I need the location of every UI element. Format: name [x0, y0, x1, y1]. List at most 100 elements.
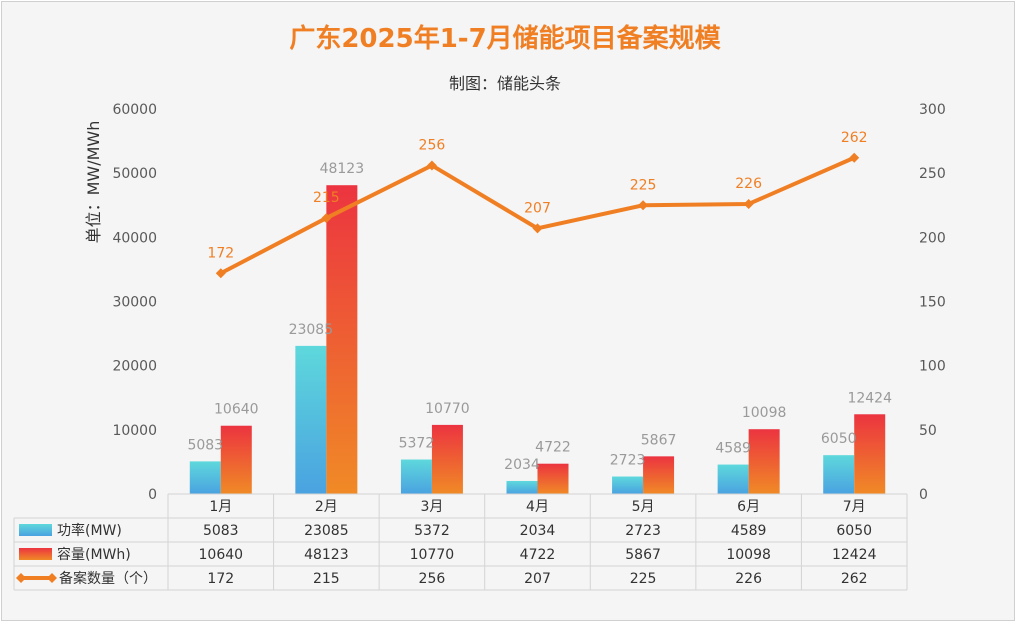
legend-key-power: [19, 524, 52, 536]
line-series-group: 172 215 256 207 225 226 262: [207, 130, 868, 279]
bar-capacity-label: 5867: [641, 432, 677, 448]
table-cell: 5867: [625, 547, 661, 563]
chart-title: 广东2025年1-7月储能项目备案规模: [289, 23, 721, 54]
bar-power: [612, 476, 644, 494]
table-cell: 10770: [410, 547, 455, 563]
table-cell: 226: [735, 571, 762, 587]
table-cell: 23085: [304, 523, 349, 539]
table-cell: 4589: [731, 523, 767, 539]
line-point-label: 256: [419, 137, 446, 153]
y2-tick-label: 300: [919, 102, 946, 118]
bar-power-label: 23085: [289, 322, 334, 338]
table-cell: 4722: [520, 547, 556, 563]
bar-capacity-label: 12424: [847, 390, 892, 406]
y-tick-label: 20000: [112, 359, 157, 375]
chart-subtitle: 制图：储能头条: [449, 74, 561, 93]
table-cell: 262: [841, 571, 868, 587]
y-tick-label: 30000: [112, 295, 157, 311]
x-tick-label: 2月: [315, 499, 338, 515]
table-cell: 207: [524, 571, 551, 587]
legend-label-power: 功率(MW): [57, 522, 122, 539]
table-cell: 225: [630, 571, 657, 587]
table-cell: 10098: [726, 547, 771, 563]
legend-key-line-marker: [47, 573, 57, 583]
line-point-label: 225: [630, 177, 657, 193]
bar-power: [400, 459, 432, 494]
bar-power-label: 2034: [504, 457, 540, 473]
table-cell: 5372: [414, 523, 450, 539]
bar-capacity: [854, 414, 886, 494]
table-cell: 172: [207, 571, 234, 587]
bars-group: [168, 185, 907, 495]
line-point-label: 226: [735, 176, 762, 192]
y-tick-label: 40000: [112, 230, 157, 246]
bar-power: [189, 461, 221, 494]
table-cell: 215: [313, 571, 340, 587]
bar-capacity: [220, 425, 252, 494]
bar-power-label: 6050: [821, 431, 857, 447]
x-tick-label: 4月: [526, 499, 549, 515]
table-cell: 12424: [832, 547, 877, 563]
y-tick-label: 0: [148, 487, 157, 503]
bar-capacity-label: 10640: [214, 402, 259, 418]
legend-key-capacity: [19, 548, 52, 560]
y-axis-label: 单位：MW/MWh: [84, 121, 103, 244]
bar-capacity: [431, 424, 463, 494]
bar-capacity-label: 48123: [320, 161, 365, 177]
legend-key-line-marker: [16, 573, 26, 583]
x-tick-label: 1月: [209, 499, 232, 515]
y-axis-ticks: 0 10000 20000 30000 40000 50000 60000: [112, 102, 157, 503]
table-cell: 48123: [304, 547, 349, 563]
table-cell: 2034: [520, 523, 556, 539]
line-point: [849, 152, 860, 163]
x-tick-label: 5月: [632, 499, 655, 515]
line-point: [321, 213, 332, 224]
y-tick-label: 10000: [112, 423, 157, 439]
line-point: [532, 223, 543, 234]
bar-power: [295, 345, 327, 494]
line-point: [638, 200, 649, 211]
bar-power-label: 5372: [399, 436, 435, 452]
bar-capacity-label: 10098: [742, 405, 787, 421]
bar-capacity: [643, 456, 675, 494]
line-point: [215, 268, 226, 279]
y2-tick-label: 150: [919, 295, 946, 311]
y2-tick-label: 250: [919, 166, 946, 182]
bar-power-label: 5083: [187, 437, 223, 453]
bar-capacity-label: 4722: [535, 440, 571, 456]
y2-tick-label: 0: [919, 487, 928, 503]
line-point-label: 215: [313, 190, 340, 206]
y-tick-label: 50000: [112, 166, 157, 182]
y2-tick-label: 200: [919, 230, 946, 246]
bar-power-label: 2723: [610, 453, 646, 469]
bar-power: [717, 464, 749, 494]
line-point-label: 262: [841, 130, 868, 146]
legend-label-capacity: 容量(MWh): [57, 546, 131, 563]
bar-capacity-label: 10770: [425, 401, 470, 417]
y2-tick-label: 50: [919, 423, 937, 439]
bar-capacity: [748, 429, 780, 494]
y2-axis-ticks: 0 50 100 150 200 250 300: [919, 102, 946, 503]
table-cell: 5083: [203, 523, 239, 539]
x-tick-label: 3月: [420, 499, 443, 515]
line-point-label: 207: [524, 200, 551, 216]
legend-label-count: 备案数量（个）: [59, 570, 157, 587]
bar-power: [506, 480, 538, 494]
table-cell: 256: [419, 571, 446, 587]
table-cell: 6050: [836, 523, 872, 539]
x-tick-label: 7月: [843, 499, 866, 515]
table-cell: 10640: [199, 547, 244, 563]
bar-power: [823, 455, 855, 494]
line-point: [426, 160, 437, 171]
bar-capacity: [537, 463, 569, 494]
bar-capacity: [326, 185, 358, 494]
y-tick-label: 60000: [112, 102, 157, 118]
x-tick-label: 6月: [737, 499, 760, 515]
line-point: [743, 198, 754, 209]
y2-tick-label: 100: [919, 359, 946, 375]
bar-power-label: 4589: [715, 441, 751, 457]
